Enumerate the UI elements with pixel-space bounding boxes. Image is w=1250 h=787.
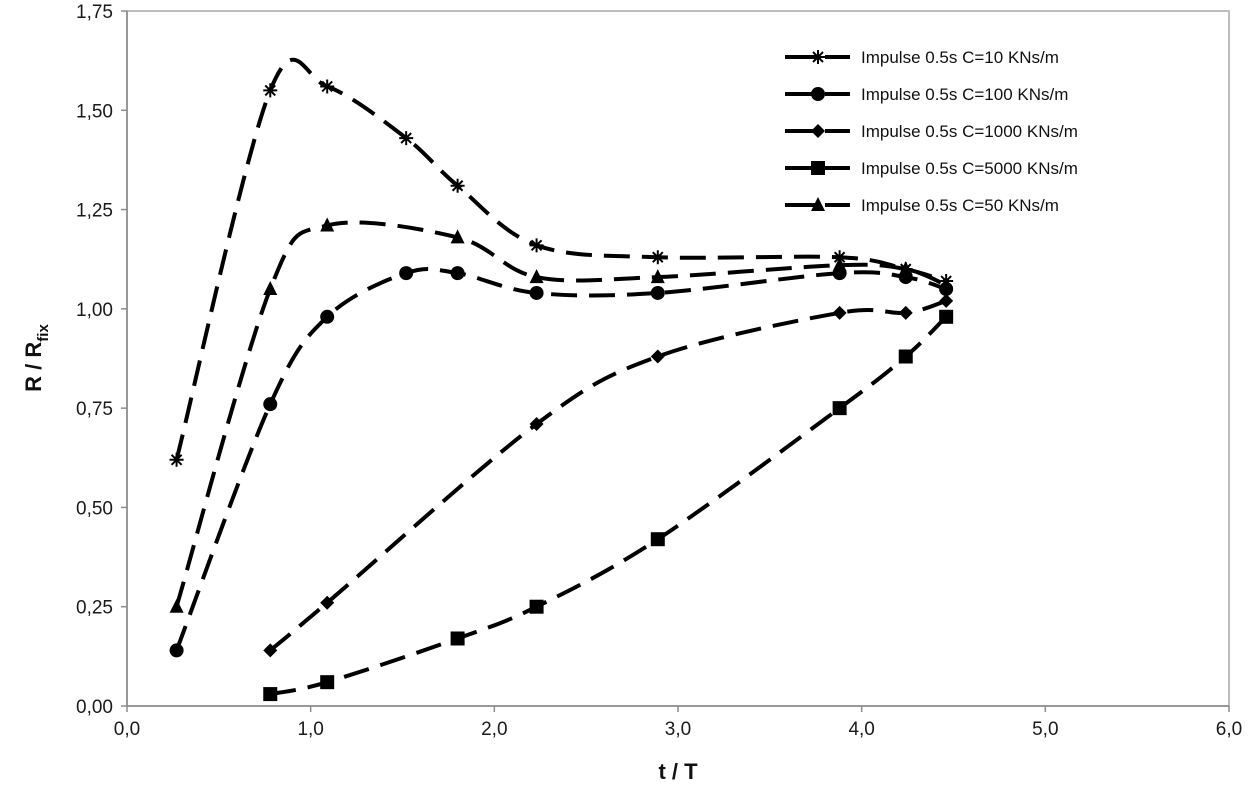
legend: Impulse 0.5s C=10 KNs/m Impulse 0.5s C=10… bbox=[785, 48, 1078, 215]
data-point-square bbox=[263, 687, 278, 702]
data-point-star bbox=[399, 131, 414, 146]
x-axis-title: t / T bbox=[658, 759, 698, 784]
plot-area-border bbox=[126, 10, 1230, 707]
data-point-circle bbox=[399, 266, 414, 281]
data-point-circle bbox=[263, 397, 278, 412]
x-tick-label: 3,0 bbox=[665, 719, 691, 740]
y-tick-label: 0,00 bbox=[76, 697, 113, 718]
series-group bbox=[169, 57, 954, 702]
legend-entry: Impulse 0.5s C=5000 KNs/m bbox=[785, 159, 1078, 178]
y-axis-title-main: R / R bbox=[21, 342, 46, 392]
x-tick-label: 0,0 bbox=[114, 719, 140, 740]
data-point-triangle bbox=[832, 257, 847, 272]
series-triangle bbox=[169, 217, 954, 613]
series-line bbox=[174, 267, 947, 652]
data-point-square bbox=[832, 401, 847, 416]
data-point-circle bbox=[529, 285, 544, 300]
data-point-triangle bbox=[263, 281, 278, 295]
x-tick-label: 2,0 bbox=[481, 719, 507, 740]
data-point-star bbox=[529, 238, 544, 253]
data-point-diamond bbox=[529, 417, 544, 432]
legend-label: Impulse 0.5s C=10 KNs/m bbox=[861, 48, 1059, 67]
data-point-triangle bbox=[320, 217, 335, 232]
legend-label: Impulse 0.5s C=5000 KNs/m bbox=[861, 159, 1078, 178]
data-point-triangle bbox=[450, 229, 465, 244]
legend-label: Impulse 0.5s C=50 KNs/m bbox=[861, 196, 1059, 215]
legend-label: Impulse 0.5s C=1000 KNs/m bbox=[861, 122, 1078, 141]
legend-entry: Impulse 0.5s C=10 KNs/m bbox=[785, 48, 1059, 67]
legend-marker-star bbox=[811, 50, 825, 64]
data-point-star bbox=[650, 250, 665, 265]
data-point-circle bbox=[169, 643, 184, 658]
y-tick-label: 0,50 bbox=[76, 498, 113, 519]
data-point-diamond bbox=[832, 305, 847, 320]
data-point-triangle bbox=[529, 269, 544, 284]
data-point-square bbox=[450, 631, 465, 646]
data-point-circle bbox=[320, 309, 335, 324]
data-point-star bbox=[450, 178, 465, 193]
data-point-circle bbox=[650, 285, 665, 300]
data-point-square bbox=[898, 349, 913, 364]
data-point-triangle bbox=[939, 277, 954, 292]
data-point-star bbox=[263, 83, 278, 98]
series-square bbox=[263, 309, 954, 702]
legend-marker-circle bbox=[811, 87, 825, 101]
y-tick-label: 1,25 bbox=[76, 201, 113, 222]
legend-marker-triangle bbox=[811, 197, 825, 211]
data-point-square bbox=[529, 599, 544, 614]
y-tick-label: 1,00 bbox=[76, 300, 113, 321]
legend-entry: Impulse 0.5s C=50 KNs/m bbox=[785, 196, 1059, 215]
series-line bbox=[269, 315, 948, 697]
data-point-square bbox=[650, 532, 665, 547]
y-axis-title: R / Rfix bbox=[21, 324, 52, 392]
data-point-triangle bbox=[650, 269, 665, 284]
x-axis-ticks: 0,0 1,0 2,0 3,0 4,0 5,0 6,0 bbox=[114, 706, 1242, 740]
data-point-square bbox=[939, 309, 954, 324]
x-tick-label: 5,0 bbox=[1032, 719, 1058, 740]
data-point-diamond bbox=[320, 595, 335, 610]
y-tick-label: 1,75 bbox=[76, 2, 113, 23]
legend-entry: Impulse 0.5s C=100 KNs/m bbox=[785, 85, 1068, 104]
data-point-star bbox=[169, 452, 184, 467]
data-point-diamond bbox=[263, 643, 278, 658]
data-point-circle bbox=[450, 266, 465, 281]
legend-label: Impulse 0.5s C=100 KNs/m bbox=[861, 85, 1068, 104]
series-line bbox=[268, 298, 947, 652]
data-point-diamond bbox=[898, 305, 913, 320]
y-tick-label: 1,50 bbox=[76, 101, 113, 122]
data-point-triangle bbox=[898, 261, 913, 276]
y-axis-title-subscript: fix bbox=[35, 324, 52, 342]
series-diamond bbox=[263, 293, 954, 658]
y-tick-label: 0,75 bbox=[76, 399, 113, 420]
x-tick-label: 4,0 bbox=[848, 719, 874, 740]
x-tick-label: 6,0 bbox=[1216, 719, 1242, 740]
data-point-triangle bbox=[169, 598, 184, 613]
data-point-square bbox=[320, 675, 335, 690]
y-axis-ticks: 0,00 0,25 0,50 0,75 1,00 1,25 1,50 1,75 bbox=[76, 2, 127, 718]
data-point-star bbox=[320, 79, 335, 94]
legend-marker-diamond bbox=[811, 124, 825, 138]
data-point-diamond bbox=[939, 293, 954, 308]
data-point-diamond bbox=[650, 349, 665, 364]
legend-entry: Impulse 0.5s C=1000 KNs/m bbox=[785, 122, 1078, 141]
series-line bbox=[174, 220, 947, 608]
y-tick-label: 0,25 bbox=[76, 598, 113, 619]
x-tick-label: 1,0 bbox=[297, 719, 323, 740]
legend-marker-square bbox=[811, 161, 825, 175]
